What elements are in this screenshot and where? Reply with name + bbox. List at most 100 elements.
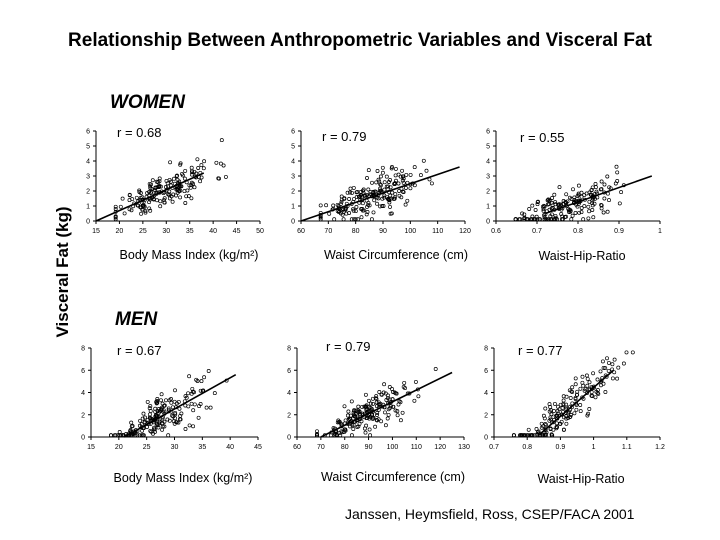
x-tick-label: 25	[143, 444, 151, 451]
data-point	[163, 185, 168, 189]
data-point	[139, 211, 144, 216]
x-tick-label: 45	[233, 228, 241, 235]
data-point	[187, 374, 192, 379]
data-point	[142, 419, 147, 424]
data-point	[182, 189, 187, 194]
data-point	[532, 217, 536, 222]
data-point	[401, 174, 406, 179]
data-point	[351, 185, 356, 190]
data-point	[398, 174, 403, 179]
data-point	[174, 174, 179, 179]
data-point	[545, 202, 550, 207]
y-tick-label: 1	[291, 204, 295, 211]
data-point	[194, 171, 199, 176]
data-point	[374, 180, 379, 185]
data-point	[113, 215, 118, 220]
data-point	[143, 210, 148, 215]
data-point	[365, 409, 370, 414]
data-point	[339, 194, 344, 199]
data-point	[555, 217, 559, 222]
data-point	[543, 427, 548, 432]
data-point	[374, 400, 379, 405]
y-tick-label: 4	[486, 159, 490, 166]
data-point	[212, 391, 217, 396]
data-point	[347, 211, 352, 215]
data-point	[564, 416, 569, 421]
data-point	[615, 376, 620, 381]
data-point	[147, 190, 152, 194]
data-point	[393, 192, 398, 197]
data-point	[118, 204, 123, 209]
data-point	[349, 433, 354, 438]
data-point	[188, 185, 193, 190]
x-tick-label: 1	[658, 228, 662, 235]
data-point	[621, 361, 626, 366]
data-point	[354, 205, 359, 209]
y-tick-label: 4	[81, 390, 85, 397]
data-point	[530, 433, 535, 438]
data-point	[375, 201, 379, 206]
data-point	[408, 172, 413, 177]
data-point	[393, 408, 398, 413]
data-point	[589, 187, 594, 192]
data-point	[195, 157, 200, 162]
data-point	[398, 418, 403, 423]
data-point	[424, 168, 429, 173]
data-point	[588, 192, 593, 197]
y-tick-label: 0	[86, 219, 90, 226]
data-point	[561, 427, 566, 432]
data-point	[351, 207, 355, 212]
data-point	[201, 166, 206, 171]
data-point	[375, 411, 380, 415]
data-point	[346, 418, 351, 422]
data-point	[154, 179, 159, 184]
data-point	[400, 178, 405, 183]
data-point	[202, 375, 207, 380]
data-point	[345, 190, 350, 195]
data-point	[549, 217, 554, 222]
data-point	[560, 217, 565, 222]
x-tick-label: 100	[404, 228, 416, 235]
data-point	[142, 203, 147, 208]
data-point	[223, 174, 228, 179]
data-point	[534, 427, 539, 431]
data-point	[204, 405, 209, 410]
data-point	[143, 209, 148, 214]
data-point	[165, 184, 170, 189]
data-point	[153, 429, 157, 434]
data-point	[412, 398, 417, 403]
data-point	[218, 161, 223, 166]
y-tick-label: 2	[81, 412, 85, 419]
data-point	[375, 413, 379, 417]
data-point	[581, 217, 586, 222]
x-axis-label-women-bmi: Body Mass Index (kg/m²)	[119, 248, 259, 262]
data-point	[585, 391, 590, 395]
data-point	[536, 199, 540, 204]
data-point	[380, 170, 385, 175]
data-point	[354, 408, 359, 413]
data-point	[520, 211, 525, 216]
data-point	[603, 366, 608, 371]
data-point	[334, 433, 339, 438]
data-point	[148, 428, 153, 433]
data-point	[190, 389, 195, 394]
data-point	[162, 200, 167, 205]
data-point	[189, 165, 194, 170]
data-point	[556, 411, 561, 416]
data-point	[527, 207, 532, 211]
data-point	[553, 200, 558, 205]
data-point	[548, 426, 553, 431]
x-tick-label: 60	[293, 444, 301, 451]
data-point	[587, 209, 592, 214]
data-point	[217, 176, 221, 181]
data-point	[591, 371, 596, 376]
x-tick-label: 1	[592, 444, 596, 451]
data-point	[557, 407, 562, 412]
data-point	[157, 183, 162, 188]
x-axis-label-women-whr: Waist-Hip-Ratio	[538, 249, 626, 263]
data-point	[579, 206, 584, 210]
data-point	[148, 184, 153, 189]
data-point	[375, 169, 380, 173]
data-point	[327, 211, 332, 216]
data-point	[554, 421, 559, 426]
